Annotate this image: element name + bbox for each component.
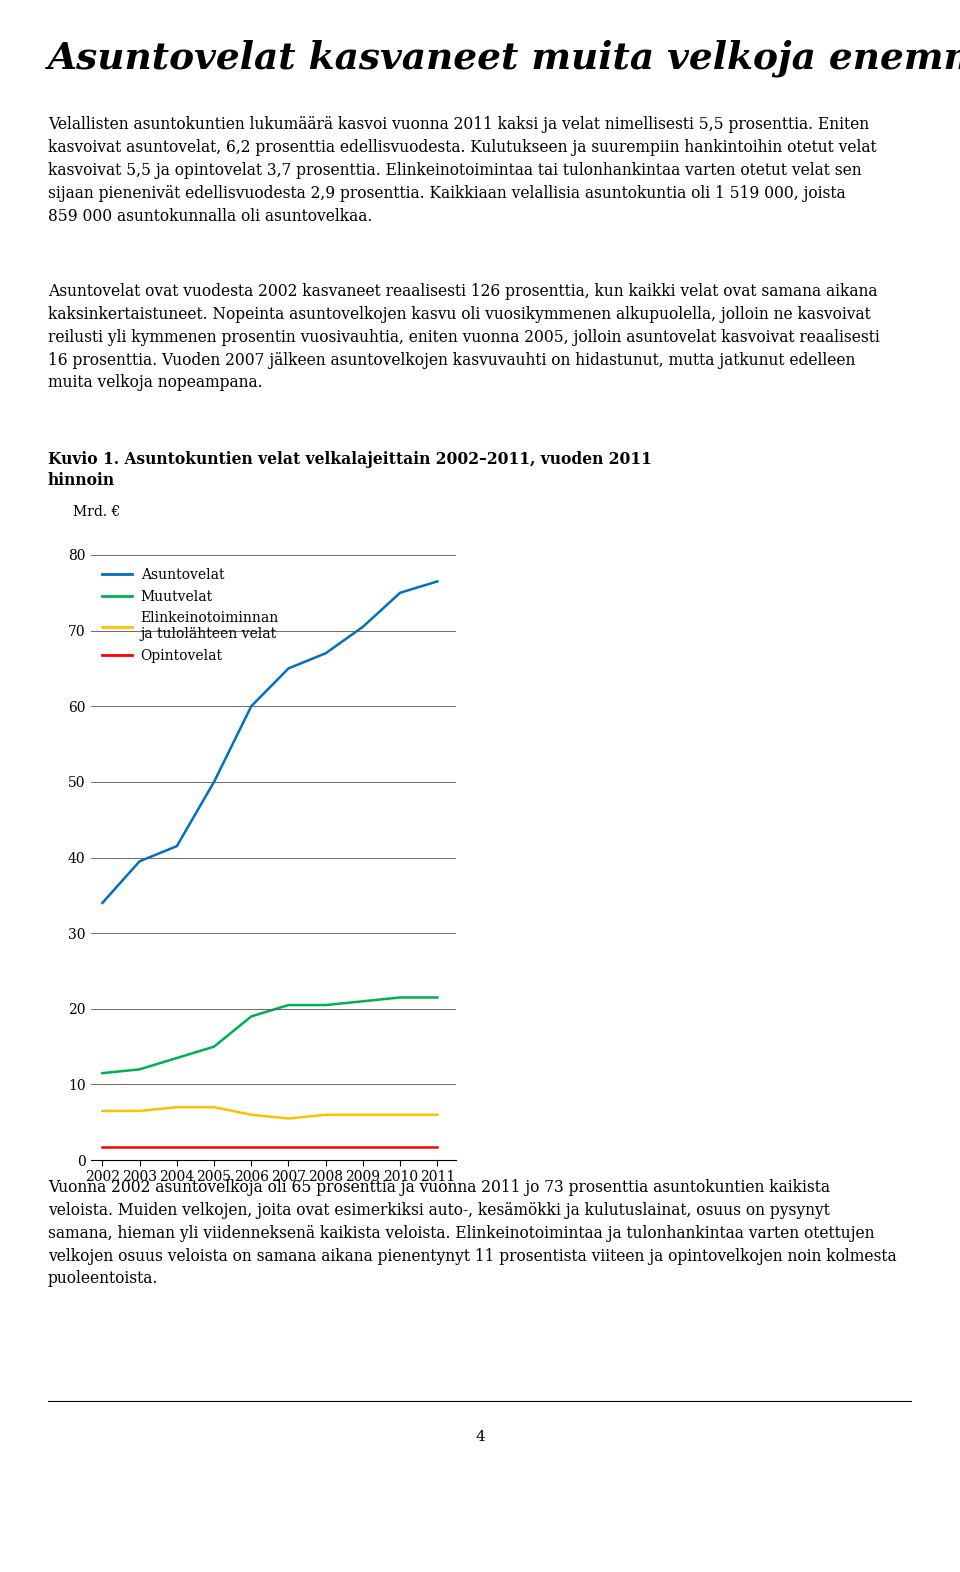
- Text: 4: 4: [475, 1431, 485, 1443]
- Text: Asuntovelat kasvaneet muita velkoja enemmän: Asuntovelat kasvaneet muita velkoja enem…: [48, 39, 960, 77]
- Text: Velallisten asuntokuntien lukumäärä kasvoi vuonna 2011 kaksi ja velat nimellises: Velallisten asuntokuntien lukumäärä kasv…: [48, 116, 876, 225]
- Text: Kuvio 1. Asuntokuntien velat velkalajeittain 2002–2011, vuoden 2011
hinnoin: Kuvio 1. Asuntokuntien velat velkalajeit…: [48, 451, 652, 489]
- Text: Asuntovelat ovat vuodesta 2002 kasvaneet reaalisesti 126 prosenttia, kun kaikki : Asuntovelat ovat vuodesta 2002 kasvaneet…: [48, 283, 879, 391]
- Text: Vuonna 2002 asuntovelkoja oli 65 prosenttia ja vuonna 2011 jo 73 prosenttia asun: Vuonna 2002 asuntovelkoja oli 65 prosent…: [48, 1179, 897, 1287]
- Legend: Asuntovelat, Muutvelat, Elinkeinotoiminnan
ja tulolähteen velat, Opintovelat: Asuntovelat, Muutvelat, Elinkeinotoiminn…: [102, 567, 279, 663]
- Text: Mrd. €: Mrd. €: [73, 505, 120, 519]
